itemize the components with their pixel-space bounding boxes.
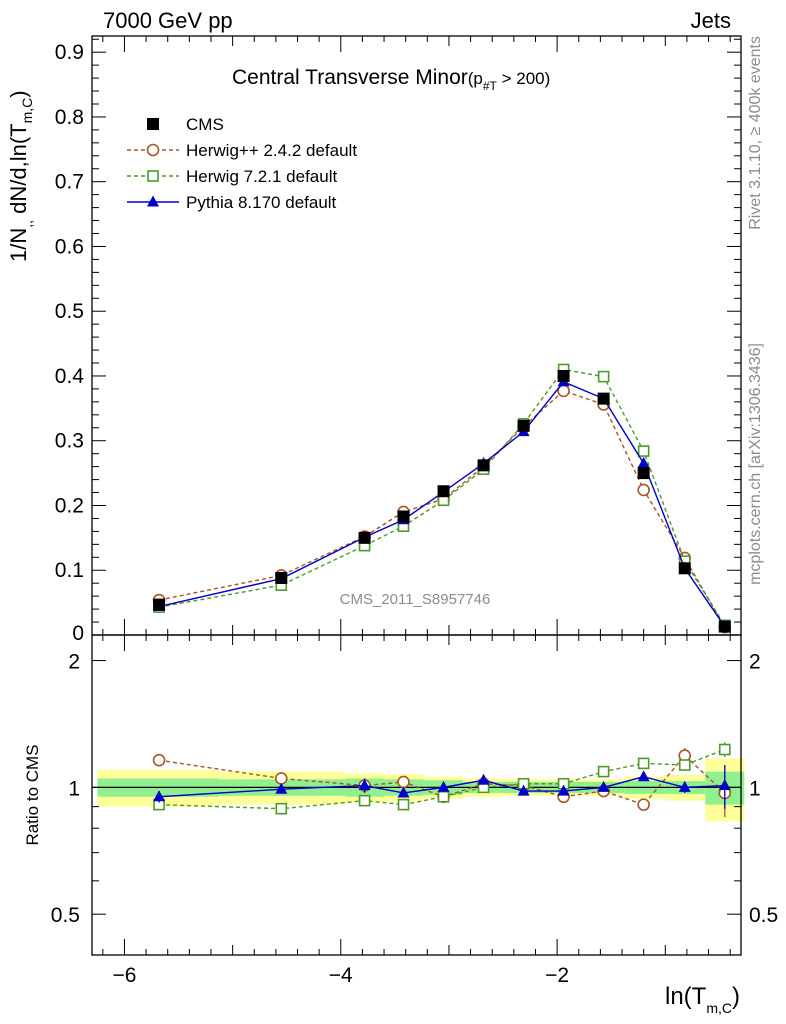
ratio-point-pythia-8-170-default (517, 784, 530, 796)
ratio-point-herwig-2-4-2-default (637, 798, 650, 811)
ratio-point-pythia-8-170-default (557, 784, 570, 796)
header-left-label: 7000 GeV pp (103, 8, 233, 33)
legend-marker-herwig-7-2-1-default (147, 170, 159, 182)
data-point-herwig-2-4-2-default (637, 483, 650, 497)
ratio-tick-label-right: 0.5 (749, 904, 778, 927)
legend: CMS Herwig++ 2.4.2 default Herwig 7.2.1 de… (127, 115, 357, 212)
chart-title: Central Transverse Minor(p#T > 200) (232, 66, 550, 93)
ratio-point-herwig-7-2-1-default (678, 759, 691, 771)
ratio-point-pythia-8-170-default (397, 786, 410, 798)
x-tick-label: −2 (545, 964, 569, 987)
ratio-line-herwig-7-2-1-default (159, 748, 726, 810)
y-tick-label: 0.1 (55, 559, 84, 582)
header-right-label: Jets (691, 8, 731, 33)
y-tick-label-zero: 0 (72, 622, 84, 645)
ratio-point-herwig-7-2-1-default (637, 757, 650, 770)
data-point-cms (477, 459, 490, 472)
legend-marker-pythia-8-170-default (147, 195, 159, 207)
ratio-point-herwig-7-2-1-default (437, 790, 450, 803)
legend-label-cms: CMS (186, 115, 224, 134)
x-tick-label: −6 (112, 964, 136, 987)
ratio-plot (92, 742, 745, 822)
ratio-point-herwig-2-4-2-default (397, 775, 410, 789)
y-tick-label: 0.4 (55, 365, 85, 388)
ratio-tick-label-left: 1 (68, 777, 80, 800)
y-axis-label: 1/N,, dN/d,ln(Tm,C) (6, 90, 35, 262)
legend-marker-herwig-2-4-2-default (146, 143, 160, 157)
series-line-herwig-2-4-2-default (158, 390, 726, 628)
ratio-line-pythia-8-170-default (159, 775, 725, 798)
data-point-cms (397, 510, 410, 523)
ratio-y-label: Ratio to CMS (23, 744, 42, 845)
data-point-cms (358, 531, 371, 544)
x-axis-label: ln(Tm,C) (665, 983, 740, 1016)
ratio-point-pythia-8-170-default (678, 780, 691, 792)
ratio-point-herwig-7-2-1-default (275, 802, 288, 815)
ratio-line-herwig-2-4-2-default (158, 754, 726, 806)
ratio-point-pythia-8-170-default (437, 780, 450, 792)
ratio-tick-label-right: 2 (749, 651, 761, 674)
data-point-cms (678, 562, 691, 575)
ratio-point-herwig-7-2-1-default (397, 798, 410, 811)
series-line-pythia-8-170-default (158, 380, 726, 627)
data-point-cms (517, 419, 530, 432)
ratio-point-herwig-7-2-1-default (597, 765, 610, 778)
data-point-cms (557, 369, 570, 382)
rivet-info: Rivet 3.1.10, ≥ 400k events (747, 36, 764, 230)
data-point-herwig-7-2-1-default (597, 370, 610, 383)
data-point-cms (718, 620, 731, 633)
analysis-watermark: CMS_2011_S8957746 (340, 591, 491, 608)
data-point-pythia-8-170-default (637, 456, 650, 468)
mcplots-info: mcplots.cern.ch [arXiv:1306.3436] (747, 343, 764, 585)
y-tick-label: 0.2 (55, 494, 84, 517)
y-tick-label: 0.3 (55, 430, 84, 453)
ratio-tick-label-right: 1 (749, 777, 761, 800)
ratio-point-pythia-8-170-default (597, 780, 610, 792)
ratio-point-pythia-8-170-default (153, 790, 166, 802)
y-tick-label: 0.6 (55, 235, 84, 258)
ratio-point-pythia-8-170-default (275, 782, 288, 794)
ratio-plot-frame (91, 634, 742, 956)
legend-label-herwig-2-4-2-default: Herwig++ 2.4.2 default (186, 141, 357, 160)
y-tick-label: 0.9 (55, 41, 84, 64)
ratio-tick-label-left: 2 (68, 651, 80, 674)
legend-label-pythia-8-170-default: Pythia 8.170 default (186, 193, 337, 212)
data-point-herwig-7-2-1-default (637, 445, 650, 457)
data-point-cms (597, 392, 610, 405)
ratio-point-pythia-8-170-default (637, 770, 650, 782)
plot-frames: 0.1 0.2 0.3 0.4 0.5 0.6 0.7 0.8 0.9 0 0.5 0.5 1 1 2 2 −6… (51, 35, 778, 987)
ratio-point-herwig-7-2-1-default (358, 794, 371, 807)
legend-label-herwig-7-2-1-default: Herwig 7.2.1 default (186, 167, 337, 186)
legend-marker-cms (147, 118, 159, 130)
data-point-cms (437, 485, 450, 498)
x-tick-label: −4 (329, 964, 353, 987)
ratio-tick-label-left: 0.5 (51, 904, 80, 927)
series-line-herwig-7-2-1-default (158, 368, 726, 626)
y-tick-label: 0.8 (55, 106, 84, 129)
y-tick-label: 0.5 (55, 300, 84, 323)
data-point-cms (637, 467, 650, 480)
data-point-cms (275, 572, 288, 585)
data-point-cms (153, 598, 166, 611)
main-plot (152, 363, 732, 634)
ratio-point-herwig-2-4-2-default (152, 753, 166, 767)
ratio-point-herwig-7-2-1-default (718, 743, 731, 756)
ratio-point-pythia-8-170-default (358, 779, 371, 791)
ratio-point-herwig-2-4-2-default (274, 772, 288, 785)
ratio-point-pythia-8-170-default (477, 773, 490, 785)
y-tick-label: 0.7 (55, 171, 84, 194)
